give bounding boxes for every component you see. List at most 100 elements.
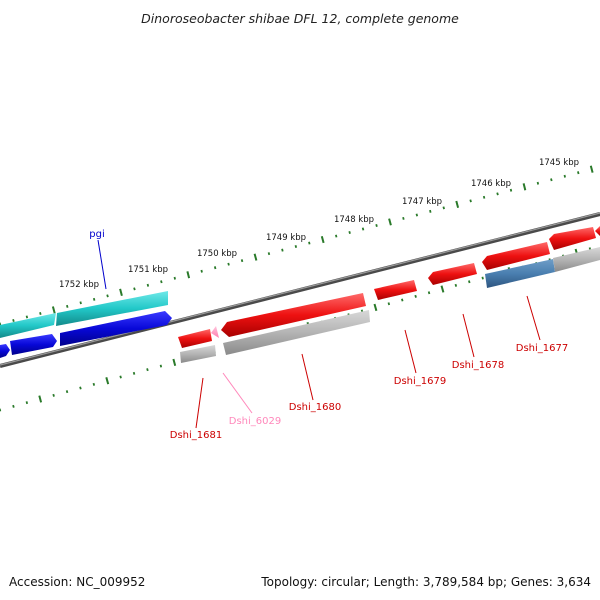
gene-label-dshi-1677[interactable]: Dshi_1677 <box>516 343 568 354</box>
feature-dshi-6029[interactable] <box>211 326 219 338</box>
feature-dshi-1681[interactable] <box>178 329 212 348</box>
outer-minor-tick <box>281 248 284 252</box>
outer-minor-tick <box>482 195 486 199</box>
outer-minor-tick <box>39 311 42 315</box>
feature-blue-pgi[interactable] <box>60 311 172 346</box>
gene-steel-dshi-1677[interactable] <box>485 259 555 288</box>
outer-minor-tick <box>66 304 69 308</box>
inner-minor-tick <box>79 386 82 390</box>
scale-label-1749: 1749 kbp <box>266 233 306 243</box>
outer-minor-tick <box>160 280 163 284</box>
leader-dshi-6029 <box>222 372 253 414</box>
outer-minor-tick <box>267 252 271 256</box>
red-cds-features[interactable] <box>178 226 600 348</box>
inner-minor-tick <box>454 283 458 287</box>
feature-cyan-1[interactable] <box>0 313 56 338</box>
inner-major-tick <box>440 285 445 293</box>
outer-minor-tick <box>577 171 580 175</box>
outer-minor-tick <box>106 294 109 298</box>
outer-major-tick <box>522 183 527 191</box>
outer-minor-tick <box>335 234 338 238</box>
scale-label-1750: 1750 kbp <box>197 249 237 259</box>
gene-grey-right[interactable] <box>553 247 600 272</box>
outer-minor-tick <box>200 269 203 273</box>
scale-label-1746: 1746 kbp <box>471 179 511 189</box>
outer-minor-tick <box>375 223 378 227</box>
map-title: Dinoroseobacter shibae DFL 12, complete … <box>141 11 459 26</box>
outer-minor-tick <box>361 227 365 231</box>
gene-labels: pgi Dshi_1681 Dshi_6029 Dshi_1680 Dshi_1… <box>89 229 568 441</box>
feature-dshi-1678[interactable] <box>428 263 477 285</box>
gene-label-dshi-1681[interactable]: Dshi_1681 <box>170 430 222 441</box>
gene-label-dshi-6029[interactable]: Dshi_6029 <box>229 416 281 427</box>
gene-label-dshi-1678[interactable]: Dshi_1678 <box>452 360 504 371</box>
outer-minor-tick <box>402 216 405 220</box>
outer-minor-tick <box>509 188 513 192</box>
feature-dshi-1677[interactable] <box>482 242 550 270</box>
outer-minor-tick <box>348 231 351 235</box>
outer-major-tick <box>119 288 123 296</box>
outer-minor-tick <box>536 181 540 185</box>
grey-gene-features[interactable] <box>180 247 600 363</box>
gene-label-dshi-1679[interactable]: Dshi_1679 <box>394 376 446 387</box>
label-leader-lines <box>97 239 541 429</box>
outer-minor-tick <box>25 315 29 319</box>
outer-minor-tick <box>79 301 82 305</box>
leader-dshi-1677 <box>526 295 541 341</box>
feature-dshi-1680[interactable] <box>221 293 366 337</box>
leader-dshi-1680 <box>301 353 314 401</box>
gene-grey-dshi-1681[interactable] <box>180 345 216 363</box>
leader-pgi <box>97 239 107 290</box>
outer-minor-tick <box>146 283 150 287</box>
scale-label-1752: 1752 kbp <box>59 280 99 290</box>
outer-minor-tick <box>308 241 311 245</box>
outer-minor-tick <box>92 297 96 301</box>
feature-dshi-1679[interactable] <box>374 280 417 300</box>
inner-minor-tick <box>427 291 431 295</box>
scale-labels: 1745 kbp 1746 kbp 1747 kbp 1748 kbp 1749… <box>59 158 579 290</box>
inner-major-tick <box>38 395 43 403</box>
inner-minor-tick <box>132 371 136 375</box>
inner-minor-tick <box>159 364 163 368</box>
outer-major-tick <box>589 165 594 173</box>
outer-scale-ticks <box>0 165 594 326</box>
feature-cyan-2[interactable] <box>56 291 168 326</box>
inner-minor-tick <box>12 404 15 408</box>
inner-minor-tick <box>52 393 55 397</box>
genome-backbone <box>0 212 600 368</box>
outer-minor-tick <box>294 245 298 249</box>
outer-major-tick <box>388 218 392 226</box>
gene-group-pgi[interactable] <box>0 291 172 358</box>
gene-label-pgi[interactable]: pgi <box>89 229 104 240</box>
inner-minor-tick <box>468 280 471 284</box>
feature-red-right-1[interactable] <box>549 227 596 250</box>
outer-minor-tick <box>550 178 553 182</box>
outer-minor-tick <box>133 287 136 291</box>
outer-minor-tick <box>496 192 499 196</box>
outer-major-tick <box>455 200 460 209</box>
inner-minor-tick <box>25 401 29 405</box>
inner-minor-tick <box>65 390 69 394</box>
inner-minor-tick <box>146 368 149 372</box>
feature-blue-2[interactable] <box>10 334 57 355</box>
gene-label-dshi-1680[interactable]: Dshi_1680 <box>289 402 341 413</box>
outer-minor-tick <box>442 206 445 210</box>
feature-red-right-2[interactable] <box>595 226 600 236</box>
outer-minor-tick <box>173 276 176 280</box>
inner-minor-tick <box>414 294 417 298</box>
outer-minor-tick <box>429 209 432 213</box>
outer-minor-tick <box>469 199 472 203</box>
feature-blue-1[interactable] <box>0 344 10 358</box>
genome-summary-text: Topology: circular; Length: 3,789,584 bp… <box>260 575 591 589</box>
outer-minor-tick <box>12 318 15 322</box>
accession-text: Accession: NC_009952 <box>9 575 145 589</box>
outer-minor-tick <box>563 174 566 178</box>
scale-label-1747: 1747 kbp <box>402 197 442 207</box>
scale-label-1751: 1751 kbp <box>128 265 168 275</box>
outer-minor-tick <box>240 259 244 263</box>
outer-major-tick <box>320 235 325 244</box>
gene-grey-dshi-1680[interactable] <box>223 310 370 355</box>
leader-dshi-1679 <box>404 329 417 374</box>
outer-major-tick <box>186 271 191 279</box>
